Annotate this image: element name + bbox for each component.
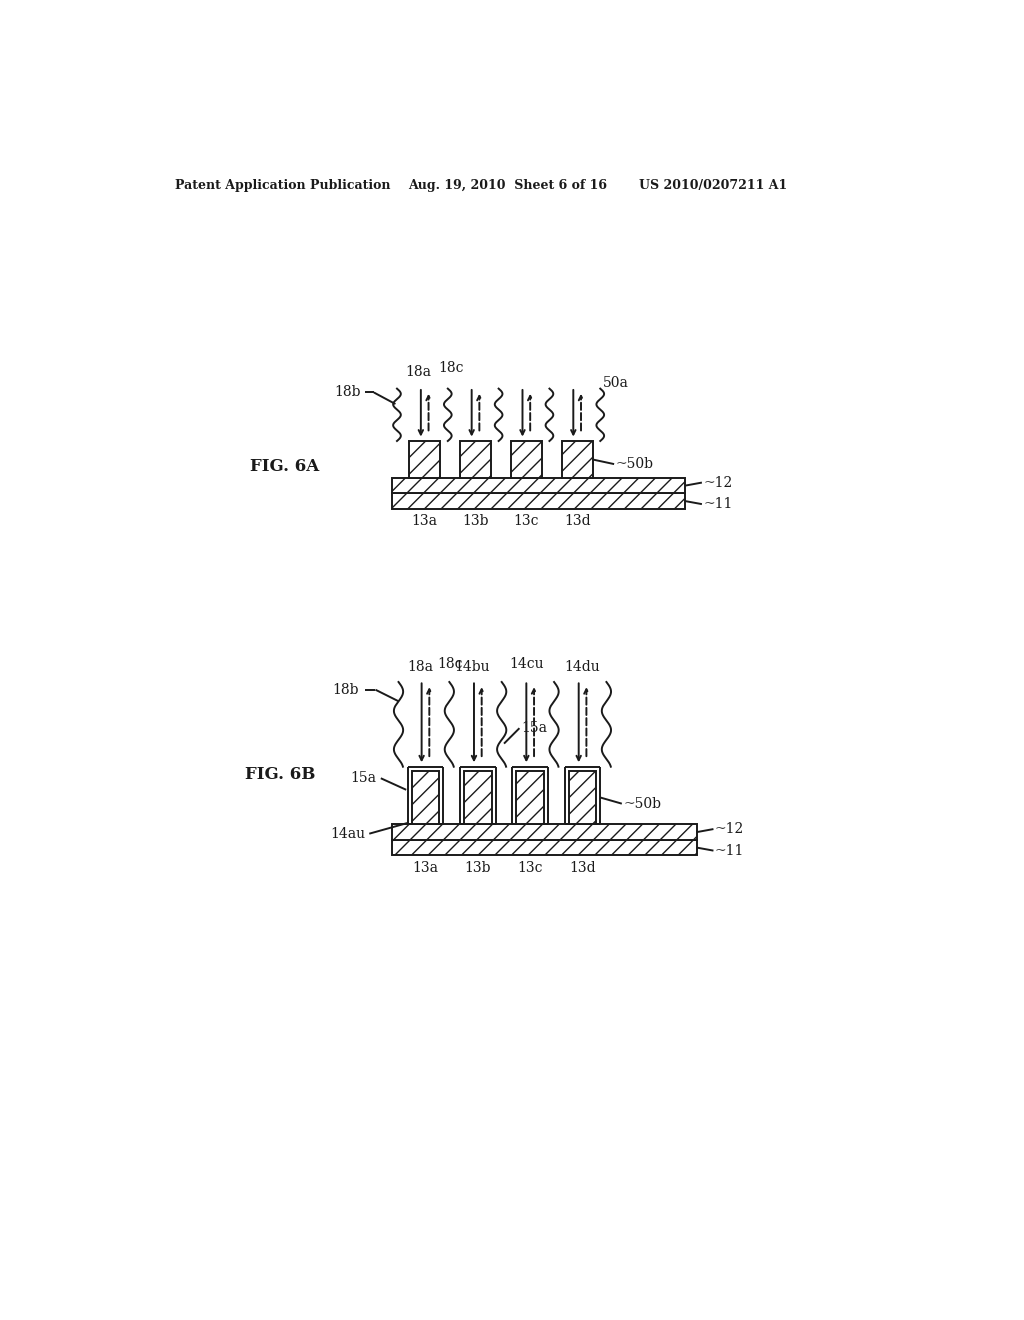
Text: 15a: 15a bbox=[350, 771, 376, 785]
Text: ~11: ~11 bbox=[715, 843, 744, 858]
Text: FIG. 6B: FIG. 6B bbox=[245, 766, 315, 783]
Text: 13b: 13b bbox=[465, 861, 492, 875]
Text: ~12: ~12 bbox=[715, 822, 744, 836]
Text: 18a: 18a bbox=[408, 660, 434, 673]
Text: 13d: 13d bbox=[569, 861, 596, 875]
Text: ~50b: ~50b bbox=[624, 797, 662, 810]
Text: Patent Application Publication: Patent Application Publication bbox=[175, 178, 391, 191]
Bar bbox=[410, 441, 440, 478]
Bar bbox=[392, 825, 696, 840]
Text: 18a: 18a bbox=[406, 364, 431, 379]
Text: ~12: ~12 bbox=[703, 475, 733, 490]
Bar bbox=[460, 441, 490, 478]
Text: 50a: 50a bbox=[603, 376, 629, 391]
Text: Aug. 19, 2010  Sheet 6 of 16: Aug. 19, 2010 Sheet 6 of 16 bbox=[408, 178, 607, 191]
Bar bbox=[516, 771, 544, 825]
Bar bbox=[392, 840, 696, 855]
Text: 18c: 18c bbox=[438, 656, 463, 671]
Text: ~50b: ~50b bbox=[615, 457, 653, 471]
Bar bbox=[562, 441, 593, 478]
Text: 14au: 14au bbox=[331, 826, 366, 841]
Text: 13a: 13a bbox=[413, 861, 438, 875]
Text: 14cu: 14cu bbox=[509, 656, 544, 671]
Text: 14bu: 14bu bbox=[454, 660, 489, 673]
Bar bbox=[511, 441, 542, 478]
Text: FIG. 6A: FIG. 6A bbox=[250, 458, 319, 475]
Text: 13b: 13b bbox=[462, 513, 488, 528]
Text: 18c: 18c bbox=[438, 360, 464, 375]
Bar bbox=[392, 494, 685, 508]
Text: 13d: 13d bbox=[564, 513, 591, 528]
Bar bbox=[464, 771, 492, 825]
Text: 18b: 18b bbox=[333, 682, 358, 697]
Text: 13c: 13c bbox=[514, 513, 539, 528]
Bar bbox=[412, 771, 439, 825]
Bar bbox=[392, 478, 685, 494]
Text: 14du: 14du bbox=[564, 660, 600, 673]
Text: 13a: 13a bbox=[412, 513, 437, 528]
Text: ~11: ~11 bbox=[703, 498, 733, 511]
Text: US 2010/0207211 A1: US 2010/0207211 A1 bbox=[639, 178, 787, 191]
Text: 13c: 13c bbox=[517, 861, 543, 875]
Bar bbox=[568, 771, 596, 825]
Text: 15a: 15a bbox=[521, 721, 547, 735]
Text: 18b: 18b bbox=[334, 384, 360, 399]
